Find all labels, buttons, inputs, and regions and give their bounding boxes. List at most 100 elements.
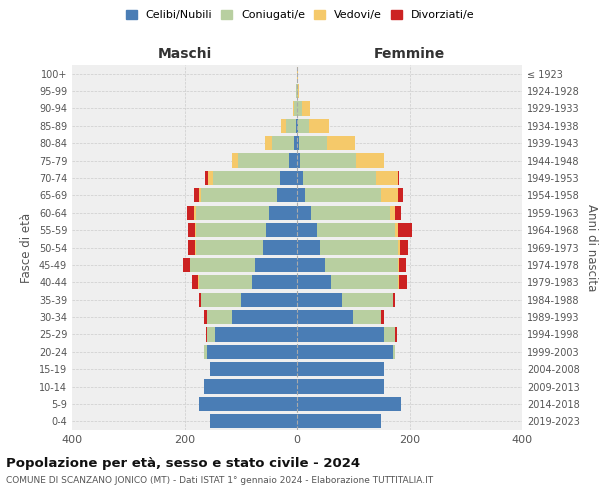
- Bar: [194, 223, 196, 237]
- Bar: [263, 240, 297, 254]
- Bar: [193, 275, 198, 289]
- Bar: [305, 188, 382, 202]
- Bar: [289, 154, 297, 168]
- Bar: [207, 310, 232, 324]
- Bar: [297, 102, 302, 116]
- Bar: [196, 240, 263, 254]
- Bar: [398, 240, 400, 254]
- Bar: [199, 275, 252, 289]
- Bar: [204, 310, 207, 324]
- Bar: [400, 240, 409, 254]
- Bar: [188, 223, 194, 237]
- Bar: [232, 310, 297, 324]
- Bar: [395, 328, 397, 342]
- Bar: [183, 258, 190, 272]
- Bar: [202, 188, 277, 202]
- Bar: [398, 258, 400, 272]
- Bar: [277, 188, 297, 202]
- Text: Femmine: Femmine: [374, 48, 445, 62]
- Bar: [286, 118, 296, 133]
- Text: Popolazione per età, sesso e stato civile - 2024: Popolazione per età, sesso e stato civil…: [6, 458, 360, 470]
- Bar: [327, 136, 355, 150]
- Bar: [232, 154, 238, 168]
- Bar: [297, 397, 401, 411]
- Bar: [297, 328, 384, 342]
- Bar: [241, 292, 297, 307]
- Bar: [202, 292, 241, 307]
- Bar: [382, 310, 384, 324]
- Bar: [395, 206, 401, 220]
- Bar: [210, 362, 297, 376]
- Bar: [266, 223, 297, 237]
- Bar: [297, 414, 382, 428]
- Bar: [342, 292, 392, 307]
- Bar: [298, 118, 309, 133]
- Bar: [207, 344, 297, 359]
- Y-axis label: Anni di nascita: Anni di nascita: [585, 204, 598, 291]
- Y-axis label: Fasce di età: Fasce di età: [20, 212, 33, 282]
- Bar: [188, 240, 195, 254]
- Bar: [297, 206, 311, 220]
- Text: COMUNE DI SCANZANO JONICO (MT) - Dati ISTAT 1° gennaio 2024 - Elaborazione TUTTI: COMUNE DI SCANZANO JONICO (MT) - Dati IS…: [6, 476, 433, 485]
- Bar: [281, 118, 286, 133]
- Legend: Celibi/Nubili, Coniugati/e, Vedovi/e, Divorziati/e: Celibi/Nubili, Coniugati/e, Vedovi/e, Di…: [121, 6, 479, 25]
- Bar: [395, 223, 398, 237]
- Bar: [190, 258, 255, 272]
- Bar: [238, 154, 289, 168]
- Bar: [297, 258, 325, 272]
- Bar: [356, 154, 384, 168]
- Bar: [196, 223, 266, 237]
- Bar: [207, 328, 215, 342]
- Bar: [317, 223, 395, 237]
- Bar: [400, 258, 406, 272]
- Bar: [297, 240, 320, 254]
- Bar: [297, 292, 342, 307]
- Bar: [212, 171, 280, 185]
- Bar: [297, 344, 392, 359]
- Bar: [194, 188, 199, 202]
- Bar: [297, 188, 305, 202]
- Bar: [353, 310, 382, 324]
- Bar: [272, 136, 294, 150]
- Bar: [215, 328, 297, 342]
- Bar: [376, 171, 398, 185]
- Bar: [297, 362, 384, 376]
- Bar: [269, 206, 297, 220]
- Bar: [208, 171, 212, 185]
- Bar: [255, 258, 297, 272]
- Bar: [187, 206, 194, 220]
- Bar: [199, 188, 202, 202]
- Bar: [325, 258, 398, 272]
- Bar: [294, 102, 297, 116]
- Bar: [302, 102, 310, 116]
- Bar: [392, 344, 395, 359]
- Bar: [398, 188, 403, 202]
- Bar: [390, 206, 395, 220]
- Bar: [309, 118, 329, 133]
- Bar: [384, 328, 395, 342]
- Bar: [299, 136, 327, 150]
- Bar: [398, 223, 412, 237]
- Bar: [311, 206, 390, 220]
- Text: Maschi: Maschi: [157, 48, 212, 62]
- Bar: [196, 206, 269, 220]
- Bar: [194, 206, 196, 220]
- Bar: [210, 414, 297, 428]
- Bar: [297, 223, 317, 237]
- Bar: [204, 344, 207, 359]
- Bar: [294, 136, 297, 150]
- Bar: [204, 380, 297, 394]
- Bar: [199, 292, 202, 307]
- Bar: [297, 154, 300, 168]
- Bar: [293, 102, 294, 116]
- Bar: [252, 275, 297, 289]
- Bar: [298, 84, 299, 98]
- Bar: [296, 118, 297, 133]
- Bar: [297, 380, 384, 394]
- Bar: [392, 292, 395, 307]
- Bar: [297, 275, 331, 289]
- Bar: [382, 188, 398, 202]
- Bar: [302, 171, 376, 185]
- Bar: [331, 275, 398, 289]
- Bar: [265, 136, 272, 150]
